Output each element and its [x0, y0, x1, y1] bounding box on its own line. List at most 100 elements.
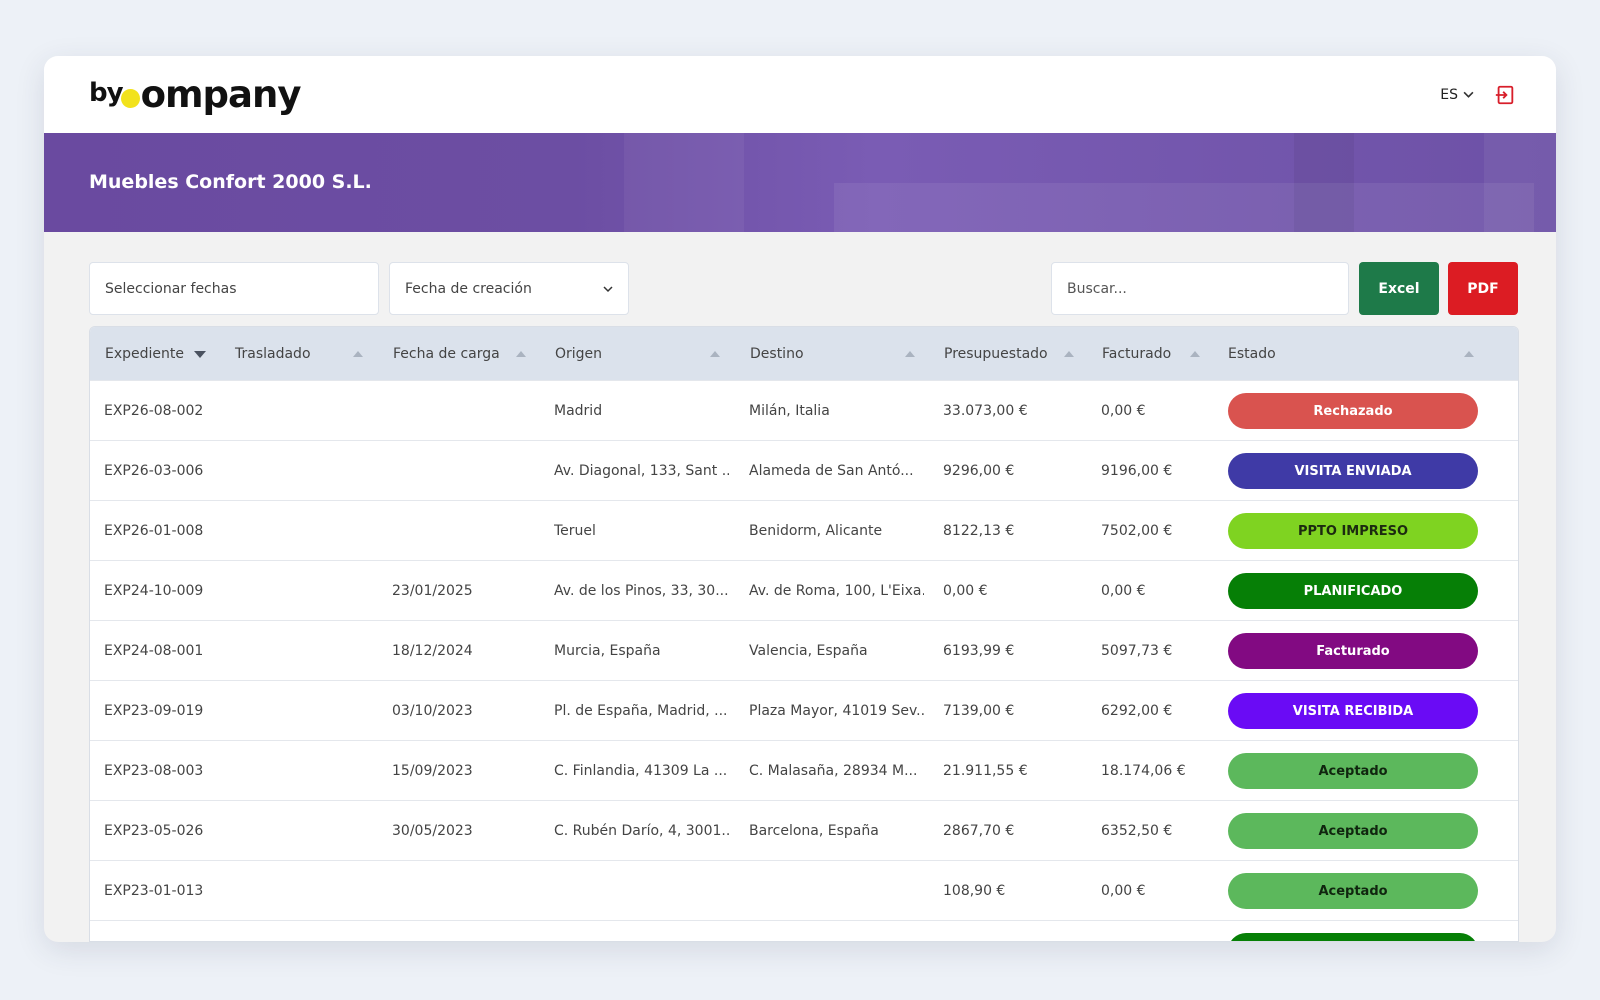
- column-header-estado[interactable]: Estado: [1228, 327, 1478, 380]
- cell-trasladado: [235, 381, 375, 441]
- status-badge[interactable]: Rechazado: [1228, 393, 1478, 429]
- status-badge[interactable]: Aceptado: [1228, 873, 1478, 909]
- cell-fecha-carga: 15/09/2023: [392, 763, 473, 779]
- cell-fecha-carga: [392, 861, 542, 921]
- cell-facturado: 7502,00 €: [1101, 523, 1173, 539]
- cell-expediente: [104, 921, 224, 941]
- cell-presupuestado: 21.911,55 €: [943, 763, 1028, 779]
- table-row[interactable]: EXP26-08-002 Madrid Milán, Italia 33.073,00…: [90, 380, 1518, 441]
- cell-destino: Alameda de San Antó...: [749, 463, 914, 479]
- sort-asc-icon: [1190, 351, 1200, 357]
- status-badge[interactable]: VISITA ENVIADA: [1228, 453, 1478, 489]
- cell-fecha-carga: [392, 921, 542, 941]
- cell-presupuestado: 0,00 €: [943, 583, 988, 599]
- status-badge[interactable]: [1228, 933, 1478, 941]
- cell-destino: C. Malasaña, 28934 M...: [749, 763, 918, 779]
- cell-facturado: 9196,00 €: [1101, 463, 1173, 479]
- logout-icon[interactable]: [1494, 84, 1516, 106]
- cell-trasladado: [235, 681, 375, 741]
- app-window: by ompany ES Muebles Confort 2000 S.L. Se…: [44, 56, 1556, 942]
- cell-destino: Av. de Roma, 100, L'Eixa...: [749, 583, 924, 599]
- cell-origen: Av. de los Pinos, 33, 30...: [554, 583, 729, 599]
- cell-presupuestado: 6193,99 €: [943, 643, 1015, 659]
- table-row[interactable]: EXP23-08-003 15/09/2023 C. Finlandia, 4130…: [90, 740, 1518, 801]
- status-badge[interactable]: Aceptado: [1228, 753, 1478, 789]
- cell-trasladado: [235, 801, 375, 861]
- cell-origen: Pl. de España, Madrid, ...: [554, 703, 728, 719]
- export-pdf-button[interactable]: PDF: [1448, 262, 1518, 315]
- cell-presupuestado: 7139,00 €: [943, 703, 1015, 719]
- column-header-expediente[interactable]: Expediente: [105, 327, 225, 380]
- status-badge[interactable]: VISITA RECIBIDA: [1228, 693, 1478, 729]
- cell-facturado: 6352,50 €: [1101, 823, 1173, 839]
- cell-facturado: 6292,00 €: [1101, 703, 1173, 719]
- language-label: ES: [1440, 86, 1458, 103]
- table-row[interactable]: EXP23-01-013 108,90 € 0,00 € Aceptado: [90, 860, 1518, 921]
- table-row[interactable]: EXP24-10-009 23/01/2025 Av. de los Pinos, …: [90, 560, 1518, 621]
- export-excel-button[interactable]: Excel: [1359, 262, 1439, 315]
- cell-destino: [749, 861, 924, 921]
- cell-trasladado: [235, 861, 375, 921]
- cell-expediente: EXP23-08-003: [104, 763, 204, 779]
- cell-trasladado: [235, 741, 375, 801]
- column-header-facturado[interactable]: Facturado: [1102, 327, 1202, 380]
- cell-fecha-carga: [392, 441, 542, 501]
- table-row[interactable]: EXP24-08-001 18/12/2024 Murcia, España Vale…: [90, 620, 1518, 681]
- cell-fecha-carga: 18/12/2024: [392, 643, 473, 659]
- cell-expediente: EXP24-10-009: [104, 583, 204, 599]
- sort-asc-icon: [1464, 351, 1474, 357]
- cell-origen: C. Finlandia, 41309 La ...: [554, 763, 728, 779]
- chevron-down-icon: [603, 285, 613, 292]
- cell-facturado: 0,00 €: [1101, 403, 1146, 419]
- search-input[interactable]: Buscar...: [1051, 262, 1349, 315]
- table-row[interactable]: [90, 920, 1518, 941]
- cell-facturado: 5097,73 €: [1101, 643, 1173, 659]
- table-header: Expediente Trasladado Fecha de carga Ori…: [90, 327, 1518, 380]
- company-logo[interactable]: by ompany: [89, 73, 301, 116]
- company-name: Muebles Confort 2000 S.L.: [89, 171, 372, 193]
- date-range-picker[interactable]: Seleccionar fechas: [89, 262, 379, 315]
- status-badge[interactable]: PPTO IMPRESO: [1228, 513, 1478, 549]
- cell-expediente: EXP24-08-001: [104, 643, 204, 659]
- cell-fecha-carga: [392, 501, 542, 561]
- cell-trasladado: [235, 561, 375, 621]
- sort-asc-icon: [905, 351, 915, 357]
- cell-origen: Murcia, España: [554, 643, 661, 659]
- cell-origen: [554, 921, 729, 941]
- column-header-presupuestado[interactable]: Presupuestado: [944, 327, 1076, 380]
- cell-destino: [749, 921, 924, 941]
- cell-destino: Barcelona, España: [749, 823, 879, 839]
- cell-fecha-carga: [392, 381, 542, 441]
- status-badge[interactable]: PLANIFICADO: [1228, 573, 1478, 609]
- column-header-fecha-carga[interactable]: Fecha de carga: [393, 327, 528, 380]
- cell-presupuestado: 108,90 €: [943, 883, 1006, 899]
- cell-expediente: EXP26-08-002: [104, 403, 204, 419]
- column-header-trasladado[interactable]: Trasladado: [235, 327, 365, 380]
- cell-expediente: EXP23-05-026: [104, 823, 204, 839]
- cell-fecha-carga: 03/10/2023: [392, 703, 473, 719]
- table-row[interactable]: EXP26-03-006 Av. Diagonal, 133, Sant ... A…: [90, 440, 1518, 501]
- table-row[interactable]: EXP23-05-026 30/05/2023 C. Rubén Darío, 4,…: [90, 800, 1518, 861]
- chevron-down-icon: [1463, 91, 1474, 98]
- sort-asc-icon: [353, 351, 363, 357]
- cell-expediente: EXP26-01-008: [104, 523, 204, 539]
- status-badge[interactable]: Aceptado: [1228, 813, 1478, 849]
- cell-destino: Benidorm, Alicante: [749, 523, 883, 539]
- table-row[interactable]: EXP23-09-019 03/10/2023 Pl. de España, Mad…: [90, 680, 1518, 741]
- date-type-select[interactable]: Fecha de creación: [389, 262, 629, 315]
- language-selector[interactable]: ES: [1440, 87, 1474, 103]
- top-right-actions: ES: [1440, 84, 1516, 106]
- column-header-origen[interactable]: Origen: [555, 327, 722, 380]
- cell-presupuestado: 8122,13 €: [943, 523, 1015, 539]
- status-badge[interactable]: Facturado: [1228, 633, 1478, 669]
- cell-destino: Plaza Mayor, 41019 Sev...: [749, 703, 924, 719]
- cell-trasladado: [235, 441, 375, 501]
- column-header-destino[interactable]: Destino: [750, 327, 917, 380]
- cell-expediente: EXP23-01-013: [104, 883, 204, 899]
- filters-bar: Seleccionar fechas Fecha de creación Bus…: [44, 232, 1556, 324]
- cell-trasladado: [235, 621, 375, 681]
- cell-presupuestado: 2867,70 €: [943, 823, 1015, 839]
- cell-presupuestado: 9296,00 €: [943, 463, 1015, 479]
- cell-origen: Teruel: [554, 523, 596, 539]
- table-row[interactable]: EXP26-01-008 Teruel Benidorm, Alicante 8122…: [90, 500, 1518, 561]
